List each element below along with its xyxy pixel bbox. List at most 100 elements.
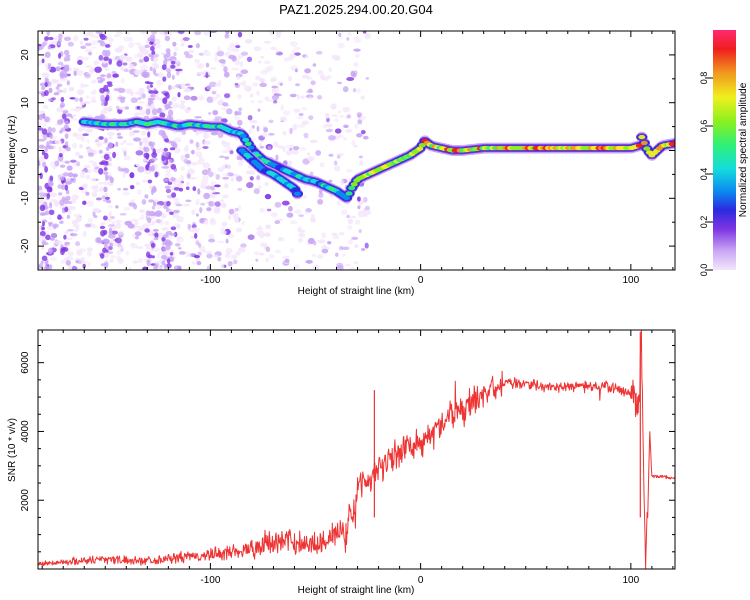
heatmap-noise-cell bbox=[337, 200, 341, 206]
heatmap-noise-cell bbox=[308, 115, 314, 120]
heatmap-noise-cell bbox=[162, 76, 167, 82]
heatmap-noise-cell bbox=[212, 131, 220, 135]
heatmap-noise-cell bbox=[198, 52, 204, 56]
heatmap-noise-cell bbox=[291, 49, 296, 54]
heatmap-noise-cell bbox=[123, 206, 131, 211]
heatmap-noise-cell bbox=[337, 81, 342, 85]
heatmap-noise-cell bbox=[203, 133, 210, 139]
heatmap-noise-cell bbox=[51, 78, 57, 84]
heatmap-noise-cell bbox=[87, 217, 93, 223]
heatmap-noise-cell bbox=[58, 52, 62, 59]
heatmap-noise-cell bbox=[137, 258, 144, 264]
heatmap-noise-cell bbox=[195, 141, 200, 148]
heatmap-noise-cell bbox=[331, 114, 338, 117]
heatmap-noise-cell bbox=[189, 139, 194, 144]
heatmap-noise-cell bbox=[206, 207, 212, 212]
heatmap-noise-cell bbox=[100, 33, 106, 40]
heatmap-noise-cell bbox=[120, 78, 125, 84]
heatmap-noise-cell bbox=[82, 183, 88, 189]
heatmap-noise-cell bbox=[98, 136, 104, 140]
heatmap-noise-cell bbox=[307, 237, 315, 245]
heatmap-noise-cell bbox=[100, 74, 106, 77]
heatmap-noise-cell bbox=[167, 181, 173, 185]
heatmap-noise-cell bbox=[64, 206, 69, 213]
heatmap-noise-cell bbox=[170, 177, 176, 182]
heatmap-noise-cell bbox=[304, 55, 309, 59]
heatmap-noise-cell bbox=[259, 207, 265, 213]
heatmap-noise-cell bbox=[146, 259, 151, 267]
heatmap-noise-cell bbox=[140, 31, 148, 35]
heatmap-noise-cell bbox=[350, 70, 356, 77]
heatmap-noise-cell bbox=[239, 61, 244, 67]
heatmap-noise-cell bbox=[249, 120, 258, 124]
heatmap-noise-cell bbox=[114, 237, 122, 244]
heatmap-noise-cell bbox=[105, 174, 109, 181]
heatmap-ridge-core bbox=[350, 182, 358, 187]
heatmap-noise-cell bbox=[85, 128, 94, 133]
heatmap-noise-cell bbox=[175, 203, 183, 207]
heatmap-noise-cell bbox=[205, 250, 212, 254]
heatmap-noise-cell bbox=[277, 218, 284, 221]
heatmap-noise-cell bbox=[274, 220, 281, 225]
heatmap-noise-cell bbox=[130, 97, 138, 104]
heatmap-noise-cell bbox=[108, 211, 113, 217]
y-tick-label: 6000 bbox=[20, 351, 31, 374]
heatmap-noise-cell bbox=[44, 145, 48, 152]
heatmap-noise-cell bbox=[125, 88, 133, 94]
heatmap-noise-cell bbox=[237, 247, 246, 253]
heatmap-noise-cell bbox=[153, 264, 159, 270]
heatmap-noise-cell bbox=[321, 248, 329, 254]
heatmap-noise-cell bbox=[197, 188, 201, 195]
heatmap-noise-cell bbox=[322, 124, 327, 129]
heatmap-noise-cell bbox=[92, 89, 97, 95]
heatmap-noise-cell bbox=[154, 210, 163, 217]
heatmap-noise-cell bbox=[225, 31, 230, 35]
heatmap-noise-cell bbox=[65, 195, 71, 201]
heatmap-noise-cell bbox=[340, 209, 348, 216]
heatmap-noise-cell bbox=[255, 75, 261, 81]
heatmap-noise-cell bbox=[122, 187, 129, 191]
heatmap-noise-cell bbox=[61, 196, 66, 201]
heatmap-noise-cell bbox=[79, 97, 83, 103]
heatmap-noise-cell bbox=[152, 148, 156, 155]
heatmap-noise-cell bbox=[185, 254, 192, 258]
heatmap-noise-cell bbox=[82, 230, 87, 237]
heatmap-noise-cell bbox=[237, 111, 242, 116]
heatmap-noise-cell bbox=[75, 151, 80, 157]
heatmap-noise-cell bbox=[99, 87, 105, 94]
heatmap-noise-cell bbox=[56, 107, 63, 113]
heatmap-noise-cell bbox=[74, 97, 79, 102]
heatmap-noise-cell bbox=[170, 233, 176, 236]
heatmap-noise-cell bbox=[195, 213, 199, 217]
heatmap-noise-cell bbox=[165, 168, 171, 175]
heatmap-noise-cell bbox=[132, 260, 138, 264]
heatmap-noise-cell bbox=[155, 204, 162, 210]
heatmap-noise-cell bbox=[123, 36, 131, 42]
heatmap-noise-cell bbox=[241, 80, 247, 87]
heatmap-noise-cell bbox=[208, 201, 216, 207]
heatmap-noise-cell bbox=[284, 258, 290, 263]
heatmap-noise-cell bbox=[86, 31, 94, 37]
heatmap-noise-cell bbox=[213, 206, 221, 212]
heatmap-noise-cell bbox=[135, 163, 140, 167]
heatmap-noise-cell bbox=[47, 45, 51, 50]
heatmap-noise-cell bbox=[317, 198, 324, 205]
heatmap-noise-cell bbox=[135, 221, 139, 226]
heatmap-noise-cell bbox=[38, 185, 43, 191]
heatmap-noise-cell bbox=[147, 217, 152, 224]
heatmap-noise-cell bbox=[226, 164, 232, 170]
heatmap-noise-cell bbox=[90, 40, 98, 46]
heatmap-noise-cell bbox=[98, 149, 103, 154]
heatmap-noise-cell bbox=[116, 132, 122, 136]
heatmap-noise-cell bbox=[206, 96, 214, 103]
heatmap-noise-cell bbox=[274, 249, 282, 254]
heatmap-noise-cell bbox=[290, 247, 295, 253]
heatmap-noise-cell bbox=[171, 74, 175, 80]
heatmap-noise-cell bbox=[54, 140, 62, 145]
heatmap-noise-cell bbox=[261, 132, 268, 138]
heatmap-noise-cell bbox=[87, 152, 95, 157]
colorbar-gradient bbox=[713, 30, 736, 270]
colorbar-ticks: 0.0 0.2 0.4 0.6 0.8 bbox=[699, 72, 713, 276]
heatmap-noise-cell bbox=[339, 231, 345, 236]
heatmap-noise-cell bbox=[321, 232, 327, 239]
